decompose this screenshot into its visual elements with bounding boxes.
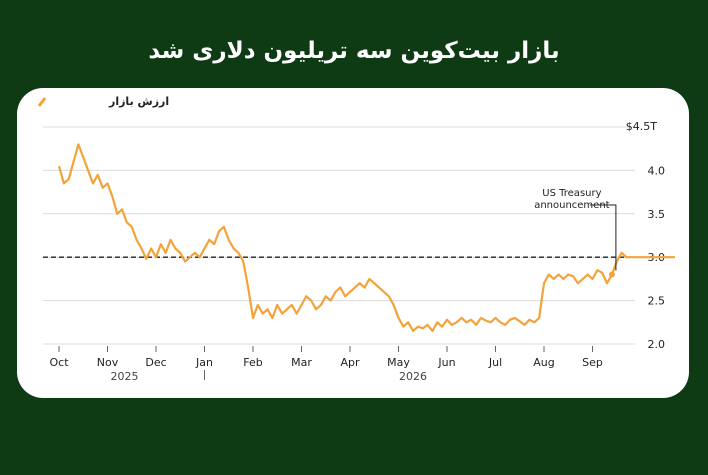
year-label: 2026 [399, 370, 427, 383]
x-tick-label: Sep [582, 356, 603, 369]
x-tick-label: Dec [145, 356, 166, 369]
x-tick-label: Nov [97, 356, 119, 369]
x-tick-label: Jan [195, 356, 213, 369]
year-label: 2025 [110, 370, 138, 383]
legend-swatch [37, 97, 47, 107]
x-tick-label: Jun [437, 356, 455, 369]
annotation-leader [589, 204, 617, 271]
chart-card: 4.0 3.5 3.0 2.5 2.0 Oct Nov Dec Jan Feb Mar Apr May… [17, 88, 689, 398]
page-title: بازار بیت‌کوین سه تریلیون دلاری شد [148, 38, 560, 64]
line-chart: 4.03.53.02.52.0 Oct Nov Dec Jan Feb Mar Apr May… [37, 95, 675, 383]
series-line [57, 143, 675, 333]
y-tick-label: 4.0 [648, 164, 666, 177]
x-tick-label: Apr [340, 356, 360, 369]
y-tick-label: 2.5 [648, 295, 666, 308]
x-tick-label: Jul [488, 356, 502, 369]
x-tick-label: Feb [243, 356, 262, 369]
y-tick-label: 3.5 [648, 208, 666, 221]
x-tick-label: Mar [291, 356, 312, 369]
annotation-line2: announcement [534, 200, 609, 211]
x-tick-label: May [387, 356, 410, 369]
annotation-marker [608, 271, 615, 278]
x-tick-label: Oct [49, 356, 69, 369]
annotation-line1: US Treasury [542, 188, 601, 199]
x-tick-label: Aug [533, 356, 554, 369]
legend-label: ارزش بازار [108, 95, 169, 108]
y-unit-label: $4.5T [626, 120, 657, 133]
y-tick-label: 2.0 [648, 338, 666, 351]
